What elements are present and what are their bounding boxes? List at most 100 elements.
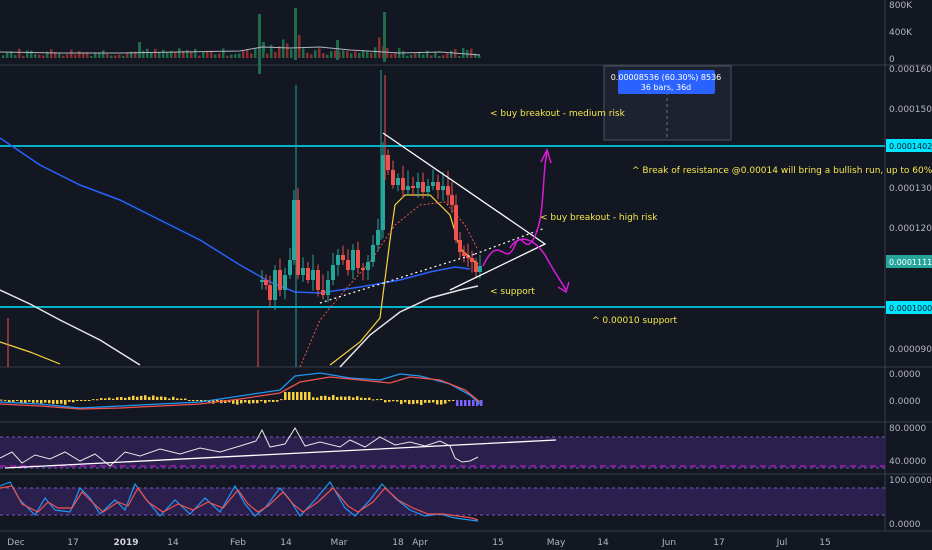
volume-bar <box>290 49 293 58</box>
candle-body <box>273 270 277 300</box>
macd-histogram-bar <box>468 400 471 406</box>
volume-bar <box>366 51 369 58</box>
candle-body <box>321 290 325 295</box>
macd-histogram-bar <box>164 396 167 400</box>
annotation-support: < support <box>490 287 535 297</box>
macd-histogram-bar <box>88 400 91 401</box>
volume-bar <box>158 52 161 58</box>
volume-bar <box>102 50 105 58</box>
volume-bar <box>278 46 281 58</box>
macd-histogram-bar <box>332 395 335 400</box>
volume-bar <box>282 39 285 58</box>
candle-body <box>441 186 445 190</box>
candle-body <box>326 280 330 295</box>
macd-tick-bottom: 0.0000 <box>889 397 921 407</box>
macd-histogram-bar <box>128 396 131 400</box>
macd-histogram-bar <box>452 400 455 401</box>
measure-tooltip-line2: 36 bars, 36d <box>641 83 692 92</box>
candle-body <box>436 182 440 190</box>
volume-bar <box>10 51 13 58</box>
volume-bar <box>394 53 397 58</box>
volume-bar <box>62 55 65 58</box>
volume-bar <box>274 51 277 58</box>
macd-histogram-bar <box>424 400 427 403</box>
volume-bar <box>442 55 445 58</box>
volume-bar-tall <box>383 12 386 62</box>
date-label: 15 <box>492 538 503 548</box>
annotation-buy-medium: < buy breakout - medium risk <box>490 109 626 119</box>
macd-histogram-bar <box>108 397 111 400</box>
price-tick-4: 0.00009000 <box>889 345 932 355</box>
candle-body <box>331 265 335 280</box>
macd-histogram-bar <box>280 399 283 401</box>
macd-histogram-bar <box>444 400 447 404</box>
candle-body <box>361 268 365 270</box>
macd-tick-top: 0.0000 <box>889 370 921 380</box>
candle-body <box>470 258 474 262</box>
volume-bar <box>170 50 173 58</box>
price-tick-1: 0.00015000 <box>889 105 932 115</box>
volume-bar <box>326 54 329 58</box>
volume-bar <box>70 49 73 58</box>
volume-bar <box>438 55 441 58</box>
volume-bar <box>414 53 417 58</box>
volume-bar <box>126 52 129 58</box>
date-label: 2019 <box>113 538 138 548</box>
volume-bar-tall <box>138 42 141 58</box>
volume-bar <box>342 50 345 58</box>
candle-body <box>426 186 430 192</box>
date-label: Feb <box>230 538 246 548</box>
macd-histogram-bar <box>276 400 279 402</box>
macd-histogram-bar <box>16 400 19 401</box>
volume-bar <box>374 47 377 58</box>
macd-histogram-bar <box>448 400 451 402</box>
volume-bar <box>190 51 193 58</box>
macd-histogram-bar <box>428 400 431 403</box>
volume-bar <box>222 48 225 58</box>
macd-histogram-bar <box>328 396 331 400</box>
macd-histogram-bar <box>460 400 463 406</box>
candle-body <box>278 270 282 290</box>
macd-histogram-bar <box>116 397 119 400</box>
axis-labels: 800K 400K 0 0.00016000 0.00015000 0.0001… <box>886 1 932 530</box>
resistance-price-label: 0.00014024 <box>889 142 932 151</box>
macd-histogram-bar <box>304 392 307 400</box>
macd-histogram-bar <box>32 400 35 403</box>
candle-body <box>296 200 300 275</box>
candles <box>7 70 482 367</box>
candle-body <box>376 230 380 245</box>
macd-histogram-bar <box>396 400 399 402</box>
volume-bar <box>66 54 69 58</box>
volume-bar <box>362 50 365 58</box>
volume-bar <box>426 50 429 58</box>
macd-histogram-bar <box>80 400 83 401</box>
volume-bar <box>318 48 321 58</box>
macd-histogram-bar <box>312 397 315 400</box>
volume-bar <box>178 48 181 58</box>
macd-histogram-bar <box>336 396 339 400</box>
volume-bar <box>150 52 153 58</box>
volume-bar <box>186 49 189 58</box>
macd-histogram-bar <box>136 396 139 400</box>
volume-bar <box>42 55 45 58</box>
macd-histogram-bar <box>24 400 27 404</box>
volume-bar <box>22 55 25 58</box>
resistance-price-tag <box>886 139 932 152</box>
volume-bar <box>370 52 373 58</box>
macd-histogram-bar <box>408 400 411 405</box>
macd-histogram-bar <box>340 396 343 400</box>
rsi-tick-80: 80.0000 <box>889 424 926 434</box>
macd-histogram-bar <box>40 400 43 404</box>
stoch-band <box>0 488 885 515</box>
volume-bar <box>86 52 89 58</box>
volume-bar <box>114 55 117 58</box>
macd-histogram-bar <box>132 395 135 400</box>
macd-histogram-bar <box>360 397 363 400</box>
candle-body <box>371 245 375 262</box>
volume-tick-0: 0 <box>889 55 895 65</box>
macd-histogram-bar <box>112 398 115 400</box>
ma-white-line <box>0 289 141 366</box>
volume-bar <box>218 53 221 58</box>
volume-bar <box>238 53 241 58</box>
